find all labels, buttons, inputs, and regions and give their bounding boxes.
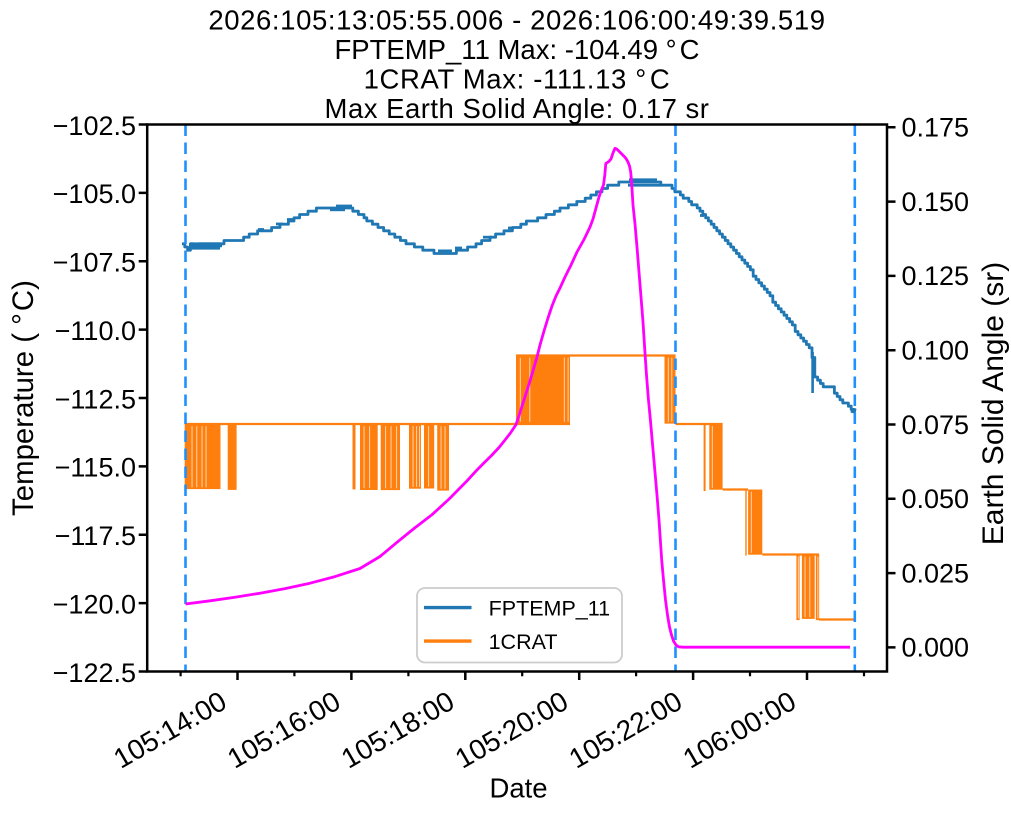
svg-text:−105.0: −105.0 xyxy=(53,179,136,209)
svg-text:Date: Date xyxy=(489,773,547,804)
svg-text:−120.0: −120.0 xyxy=(53,589,136,619)
svg-text:2026:105:13:05:55.006 - 2026:1: 2026:105:13:05:55.006 - 2026:106:00:49:3… xyxy=(208,4,825,35)
svg-text:Temperature ( °C): Temperature ( °C) xyxy=(7,280,40,516)
svg-text:0.100: 0.100 xyxy=(902,336,970,366)
svg-text:0.025: 0.025 xyxy=(902,558,970,588)
svg-text:−115.0: −115.0 xyxy=(55,453,136,483)
svg-text:Max Earth Solid Angle: 0.17 sr: Max Earth Solid Angle: 0.17 sr xyxy=(325,93,710,124)
svg-text:1CRAT: 1CRAT xyxy=(489,630,558,654)
svg-text:0.075: 0.075 xyxy=(902,410,970,440)
svg-text:0.000: 0.000 xyxy=(902,633,970,663)
svg-text:−107.5: −107.5 xyxy=(53,248,136,278)
svg-text:0.125: 0.125 xyxy=(902,261,970,291)
svg-text:−102.5: −102.5 xyxy=(53,111,136,141)
svg-text:0.175: 0.175 xyxy=(902,113,970,143)
svg-text:−110.0: −110.0 xyxy=(55,316,136,346)
svg-text:1CRAT Max: -111.13 °C: 1CRAT Max: -111.13 ° C xyxy=(364,64,671,95)
svg-text:FPTEMP_11 Max: -104.49 °C: FPTEMP_11 Max: -104.49 ° C xyxy=(334,34,699,65)
svg-text:0.150: 0.150 xyxy=(902,187,970,217)
svg-text:−122.5: −122.5 xyxy=(53,658,136,688)
svg-text:FPTEMP_11: FPTEMP_11 xyxy=(489,596,610,620)
svg-text:−117.5: −117.5 xyxy=(55,521,136,551)
svg-text:−112.5: −112.5 xyxy=(55,384,136,414)
svg-text:0.050: 0.050 xyxy=(902,484,970,514)
svg-text:Earth Solid Angle (sr): Earth Solid Angle (sr) xyxy=(977,262,1010,545)
